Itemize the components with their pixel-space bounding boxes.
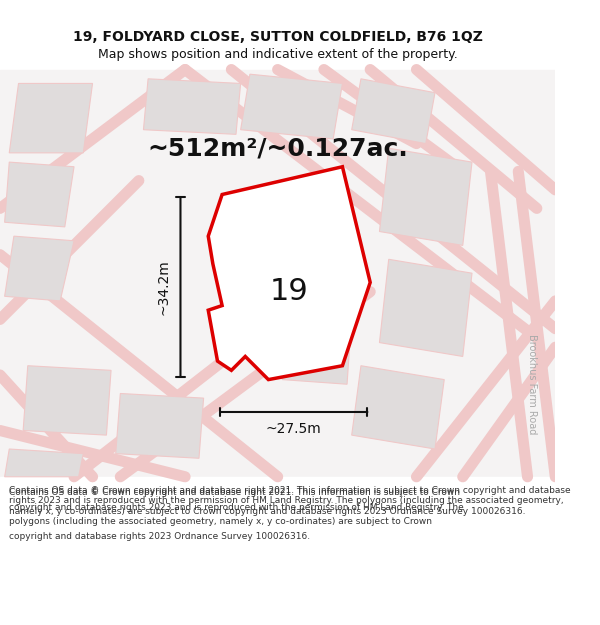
Text: Map shows position and indicative extent of the property.: Map shows position and indicative extent… (98, 48, 458, 61)
Text: Contains OS data © Crown copyright and database right 2021. This information is : Contains OS data © Crown copyright and d… (9, 488, 460, 497)
Polygon shape (282, 208, 352, 282)
Text: polygons (including the associated geometry, namely x, y co-ordinates) are subje: polygons (including the associated geome… (9, 518, 432, 526)
Text: copyright and database rights 2023 Ordnance Survey 100026316.: copyright and database rights 2023 Ordna… (9, 532, 310, 541)
Polygon shape (9, 84, 92, 153)
Text: ~512m²/~0.127ac.: ~512m²/~0.127ac. (147, 136, 408, 160)
Text: 19: 19 (269, 277, 308, 306)
Polygon shape (5, 449, 83, 477)
Polygon shape (241, 74, 343, 139)
Text: copyright and database rights 2023 and is reproduced with the permission of HM L: copyright and database rights 2023 and i… (9, 503, 464, 512)
Polygon shape (208, 167, 370, 379)
Polygon shape (379, 259, 472, 356)
Bar (0, 23, 556, 69)
Polygon shape (379, 148, 472, 246)
Polygon shape (352, 79, 435, 144)
Bar (0, 477, 556, 602)
Polygon shape (143, 79, 241, 134)
Text: ~27.5m: ~27.5m (266, 422, 322, 436)
Polygon shape (5, 162, 74, 227)
Text: 19, FOLDYARD CLOSE, SUTTON COLDFIELD, B76 1QZ: 19, FOLDYARD CLOSE, SUTTON COLDFIELD, B7… (73, 30, 482, 44)
Polygon shape (23, 366, 111, 435)
Polygon shape (282, 310, 352, 384)
Bar (0, 69, 556, 477)
Text: Brookhus Farm Road: Brookhus Farm Road (527, 334, 537, 434)
Text: ~34.2m: ~34.2m (157, 259, 171, 315)
Polygon shape (116, 394, 203, 458)
Polygon shape (5, 236, 74, 301)
Polygon shape (352, 366, 444, 449)
Text: Contains OS data © Crown copyright and database right 2021. This information is : Contains OS data © Crown copyright and d… (9, 486, 571, 516)
